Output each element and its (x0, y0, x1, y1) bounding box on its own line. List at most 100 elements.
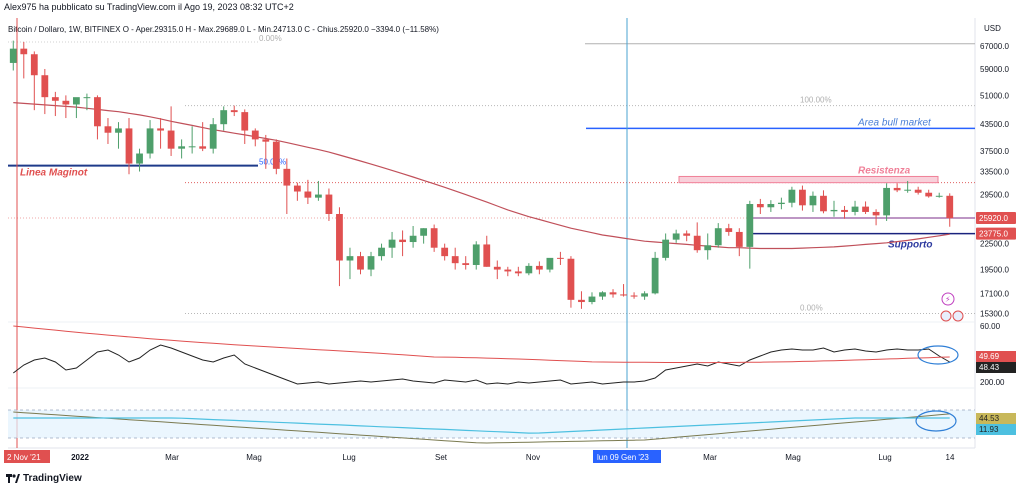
candle-body (841, 209, 848, 212)
candle-body (315, 194, 322, 198)
candle-body (230, 110, 238, 113)
x-axis-label: Nov (526, 453, 540, 462)
candle-body (41, 75, 49, 98)
alert-icon (941, 292, 955, 306)
candle-body (630, 295, 638, 297)
candle-body (914, 189, 922, 193)
fib-level-label: 100.00% (800, 96, 832, 105)
fib-level-label: 0.00% (800, 304, 823, 313)
candle-body (830, 209, 838, 212)
candle-body (651, 257, 659, 294)
candle-body (399, 239, 406, 243)
osc2-value-bg (976, 424, 1016, 435)
candle-body (104, 126, 112, 133)
candle-body (788, 189, 796, 203)
candle-body (462, 263, 470, 265)
candle-body (178, 146, 186, 149)
candle-body (357, 256, 364, 270)
y-tick-label: 33500.0 (980, 168, 1009, 177)
candle-body (525, 265, 533, 274)
candle-body (336, 213, 343, 261)
x-axis-label: Lug (878, 453, 891, 462)
candle-body (72, 97, 80, 105)
candle-body (272, 141, 280, 169)
candle-body (704, 245, 712, 251)
x-axis-label: Mag (246, 453, 262, 462)
osc1-value-bg (976, 351, 1016, 362)
y-tick-label: 59000.0 (980, 65, 1009, 74)
candle-body (125, 128, 133, 164)
candle-body (483, 244, 491, 267)
candle-body (535, 265, 543, 270)
candle-body (820, 195, 827, 212)
candle-body (472, 244, 480, 265)
brand-label: TradingView (23, 473, 82, 484)
alert-icon-glyph: ⚡ (945, 295, 951, 304)
candle-body (367, 256, 375, 270)
publisher-line: Alex975 ha pubblicato su TradingView.com… (4, 2, 294, 12)
candle-body (62, 100, 70, 105)
price-tag-bg (976, 212, 1016, 225)
candle-body (346, 256, 354, 261)
currency-label: USD (984, 24, 1001, 33)
candle-body (9, 48, 17, 63)
candle-body (725, 228, 733, 232)
fib-level-label: 50.00% (259, 158, 286, 167)
candle-body (293, 185, 301, 192)
candle-body (251, 130, 259, 140)
candle-body (693, 235, 701, 251)
candle-body (220, 110, 228, 125)
candle-body (304, 191, 312, 198)
oscillator-1-signal (13, 325, 950, 364)
osc1-value: 48.43 (979, 363, 1000, 372)
candle-body (777, 202, 785, 205)
highlight-circle (917, 345, 959, 365)
y-tick-label: 51000.0 (980, 91, 1009, 100)
candle-body (599, 292, 606, 297)
candle-body (620, 294, 627, 296)
candle-body (209, 124, 217, 149)
moving-average-line (13, 102, 950, 250)
candle-body (767, 204, 775, 208)
tradingview-logo-icon (6, 474, 20, 483)
candle-body (672, 233, 680, 240)
candle-body (756, 204, 764, 208)
candle-body (388, 239, 396, 248)
candle-body (241, 112, 249, 131)
candle-body (883, 187, 891, 216)
osc1-value: 49.69 (979, 352, 1000, 361)
candle-body (409, 235, 417, 243)
y-tick-label: 22500.0 (980, 240, 1009, 249)
y-tick-label: 29500.0 (980, 191, 1009, 200)
y-tick-label: 67000.0 (980, 42, 1009, 51)
price-tag-bg (976, 227, 1016, 240)
candle-body (946, 195, 954, 219)
candle-body (199, 146, 207, 149)
candle-body (904, 189, 912, 191)
candle-body (746, 204, 754, 247)
osc2-value-bg (976, 413, 1016, 424)
y-tick-label: 17100.0 (980, 289, 1009, 298)
osc2-value: 44.53 (979, 414, 1000, 423)
symbol-line: Bitcoin / Dollaro, 1W, BITFINEX O - Aper… (8, 25, 439, 34)
bull-market-label: Area bull market (857, 117, 932, 128)
candle-body (157, 128, 164, 131)
x-axis-label: Mag (785, 453, 801, 462)
candle-body (925, 192, 933, 197)
candle-body (872, 211, 880, 216)
y-tick-label: 15300.0 (980, 310, 1009, 319)
tradingview-brand[interactable]: TradingView (6, 473, 82, 484)
resistance-zone (678, 175, 939, 184)
candle-body (504, 269, 512, 272)
candle-body (167, 130, 175, 149)
candle-body (378, 247, 385, 257)
x-axis-label: 14 (946, 453, 955, 462)
candle-body (430, 228, 438, 248)
candle-body (609, 292, 617, 295)
oscillator-2-signal (13, 417, 950, 434)
candle-body (662, 239, 670, 258)
candle-body (514, 271, 522, 274)
candle-body (578, 299, 585, 303)
oscillator-2-line (13, 411, 950, 444)
